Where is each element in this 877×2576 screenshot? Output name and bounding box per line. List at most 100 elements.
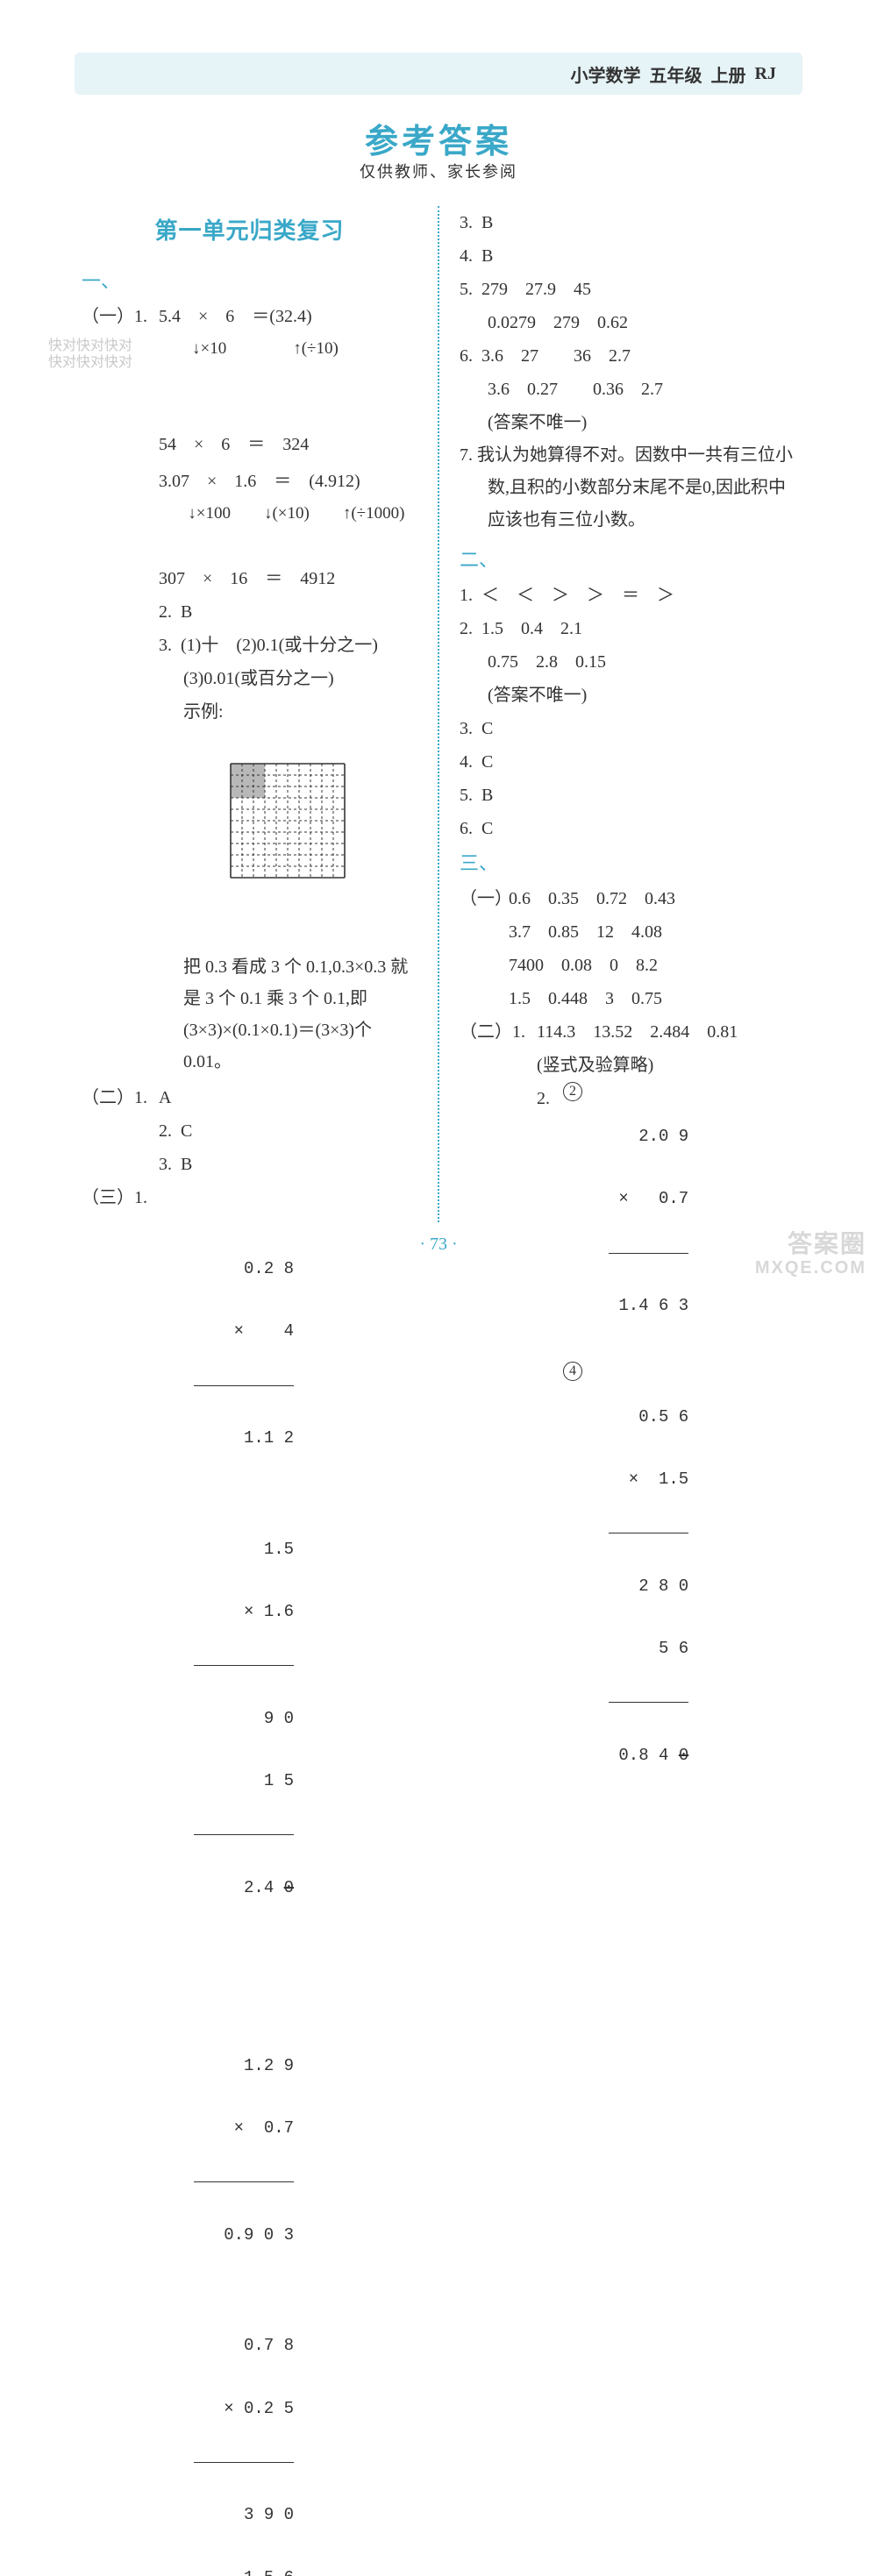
ans-row: 3. B — [460, 206, 795, 239]
ans: 0.75 2.8 0.15 — [488, 645, 606, 679]
ans-row: 3. C — [460, 712, 795, 745]
calc-line: × 1.6 — [194, 1602, 294, 1623]
q2-1: （二）1. A — [82, 1081, 417, 1114]
q1-3: 3. (1)十 (2)0.1(或十分之一) — [82, 629, 417, 662]
ans: 2. 1.5 0.4 2.1 — [460, 612, 582, 645]
ans-row: (答案不唯一) — [460, 679, 795, 712]
calc-line: 2.0 9 — [609, 1127, 688, 1148]
vertical-calc: 1.5 × 1.6 9 0 1 5 2.4 02.4 0 — [194, 1498, 294, 1940]
ans: 114.3 13.52 2.484 0.81 — [537, 1015, 738, 1049]
ans-row: 0.75 2.8 0.15 — [460, 645, 795, 679]
ans-row: 6. C — [460, 812, 795, 845]
page-number: · 73 · — [0, 1235, 877, 1255]
ans-row: 0.0279 279 0.62 — [460, 306, 795, 339]
vertical-calc: 2.0 9 × 0.7 1.4 6 3 — [609, 1085, 688, 1359]
q2-3: 3. B — [82, 1148, 417, 1181]
calc-line: × 1.5 — [609, 1469, 688, 1491]
ans: 3. C — [460, 712, 493, 745]
calc-line: 1.5 — [194, 1540, 294, 1561]
arrow-up-icon — [343, 498, 352, 561]
arrow-label: ×10 — [201, 333, 227, 428]
left-column: 第一单元归类复习 一、 （一）1. 5.4 × 6 ＝(32.4) ×10 (÷… — [75, 206, 435, 1222]
ans: 4. B — [460, 239, 493, 273]
section-2: 二、 — [460, 542, 795, 579]
ans-row: 1. ＜ ＜ ＞ ＞ ＝ ＞ — [460, 579, 795, 612]
ans: 7400 0.08 0 8.2 — [509, 949, 658, 982]
vertical-calc: 0.2 8 × 4 1.1 2 — [194, 1218, 294, 1491]
ans: 3.6 0.27 0.36 2.7 — [488, 373, 663, 406]
page-title: 参考答案 — [0, 114, 877, 162]
ans: 2. B — [159, 595, 192, 629]
watermark-mxqe: 答案圈 MXQE.COM — [755, 1231, 866, 1277]
eq: 54 × 6 ＝ 324 — [159, 428, 309, 461]
eq: 307 × 16 ＝ 4912 — [159, 562, 335, 595]
calc-line: 0.9 0 3 — [194, 2225, 294, 2246]
q3-1: （三）1. 0.2 8 × 4 1.1 2 1.5 × 1.6 9 0 1 5 … — [82, 1181, 417, 2576]
ans: 6. C — [460, 812, 493, 845]
arrow-label: (×10) — [272, 498, 309, 561]
header-grade: 五年级 — [650, 61, 702, 87]
arrow-row: ×100 (×10) (÷1000) — [82, 498, 417, 561]
grid-row: 示例: — [82, 695, 417, 946]
q1-2: 2. B — [82, 595, 417, 629]
eq: 3.07 × 1.6 ＝ (4.912) — [159, 465, 360, 498]
q1-3b: (3)0.01(或百分之一) — [82, 662, 417, 695]
ans-row: （二）1. 114.3 13.52 2.484 0.81 — [460, 1015, 795, 1049]
q-label: （二）1. — [460, 1015, 537, 1049]
vertical-calc: 0.5 6 × 1.5 2 8 0 5 6 0.8 4 0 — [609, 1365, 688, 1808]
calc-line: 0.5 6 — [609, 1407, 688, 1428]
eq-row: 307 × 16 ＝ 4912 — [82, 562, 417, 595]
sub-num: 2. — [537, 1082, 563, 1115]
ans: (竖式及验算略) — [537, 1049, 653, 1082]
ans: 5. B — [460, 779, 493, 812]
ans-row: 7400 0.08 0 8.2 — [460, 949, 795, 982]
arrow-label: (÷10) — [302, 333, 339, 428]
eq-row: 54 × 6 ＝ 324 — [82, 428, 417, 461]
ans: 4. C — [460, 745, 493, 779]
ans: 1.5 0.448 3 0.75 — [509, 982, 662, 1015]
ans-row: 4 0.5 6 × 1.5 2 8 0 5 6 0.8 4 0 — [460, 1362, 795, 1811]
eq-row: 3.07 × 1.6 ＝ (4.912) — [82, 465, 417, 498]
calc-line: 0.7 8 — [194, 2336, 294, 2357]
section-3: 三、 — [460, 845, 795, 882]
calc-line: × 0.2 5 — [194, 2399, 294, 2420]
ans: 3. (1)十 (2)0.1(或十分之一) — [159, 629, 378, 662]
calc-line: 1.1 2 — [194, 1428, 294, 1449]
ans: 6. 3.6 27 36 2.7 — [460, 339, 631, 373]
arrow-row: ×10 (÷10) — [82, 333, 417, 428]
ans-row: 5. 279 27.9 45 — [460, 273, 795, 306]
column-divider — [438, 206, 439, 1222]
vertical-calc: 0.7 8 × 0.2 5 3 9 0 1 5 6 0.1 9 5 0 — [194, 2295, 294, 2576]
q1-3-explain: 把 0.3 看成 3 个 0.1,0.3×0.3 就是 3 个 0.1 乘 3 … — [82, 951, 417, 1078]
ans: A — [159, 1081, 171, 1114]
ans-row: 4. B — [460, 239, 795, 273]
grid-diagram — [229, 695, 346, 946]
q2-2: 2. C — [82, 1114, 417, 1148]
arrow-down-icon — [264, 498, 273, 561]
arrow-down-icon — [188, 498, 196, 561]
calc-line: 3 9 0 — [194, 2505, 294, 2526]
calc-line: 2 8 0 — [609, 1576, 688, 1598]
calc-line: × 0.7 — [609, 1189, 688, 1210]
arrow-up-icon — [293, 333, 302, 428]
eq: 5.4 × 6 ＝(32.4) — [159, 300, 312, 333]
wm-line: 答案圈 — [755, 1231, 866, 1258]
ans: 5. 279 27.9 45 — [460, 273, 591, 306]
calc-line: 1 5 — [194, 1771, 294, 1792]
ans-row: 3.7 0.85 12 4.08 — [460, 915, 795, 949]
ans: 3. B — [159, 1148, 192, 1181]
ans-row: 2. ② 2 2.0 9 × 0.7 1.4 6 3 — [460, 1082, 795, 1363]
explain-text: 把 0.3 看成 3 个 0.1,0.3×0.3 就是 3 个 0.1 乘 3 … — [183, 957, 408, 1071]
unit-title: 第一单元归类复习 — [82, 210, 417, 253]
calc-line: 0.8 4 0 — [609, 1746, 688, 1767]
header-edition: RJ — [755, 64, 776, 84]
q1-1-line1: （一）1. 5.4 × 6 ＝(32.4) — [82, 300, 417, 333]
ans: 7. 我认为她算得不对。因数中一共有三位小数,且积的小数部分末尾不是0,因此积中… — [460, 445, 793, 530]
arrow-down-icon — [192, 333, 201, 428]
ans: 0.0279 279 0.62 — [488, 306, 628, 339]
calc-line: 2.4 02.4 0 — [194, 1878, 294, 1899]
ans-row: 6. 3.6 27 36 2.7 — [460, 339, 795, 373]
calc-line: 0.2 8 — [194, 1259, 294, 1280]
q-label: （二）1. — [82, 1081, 159, 1114]
circled-num-icon: 2 — [563, 1082, 582, 1101]
